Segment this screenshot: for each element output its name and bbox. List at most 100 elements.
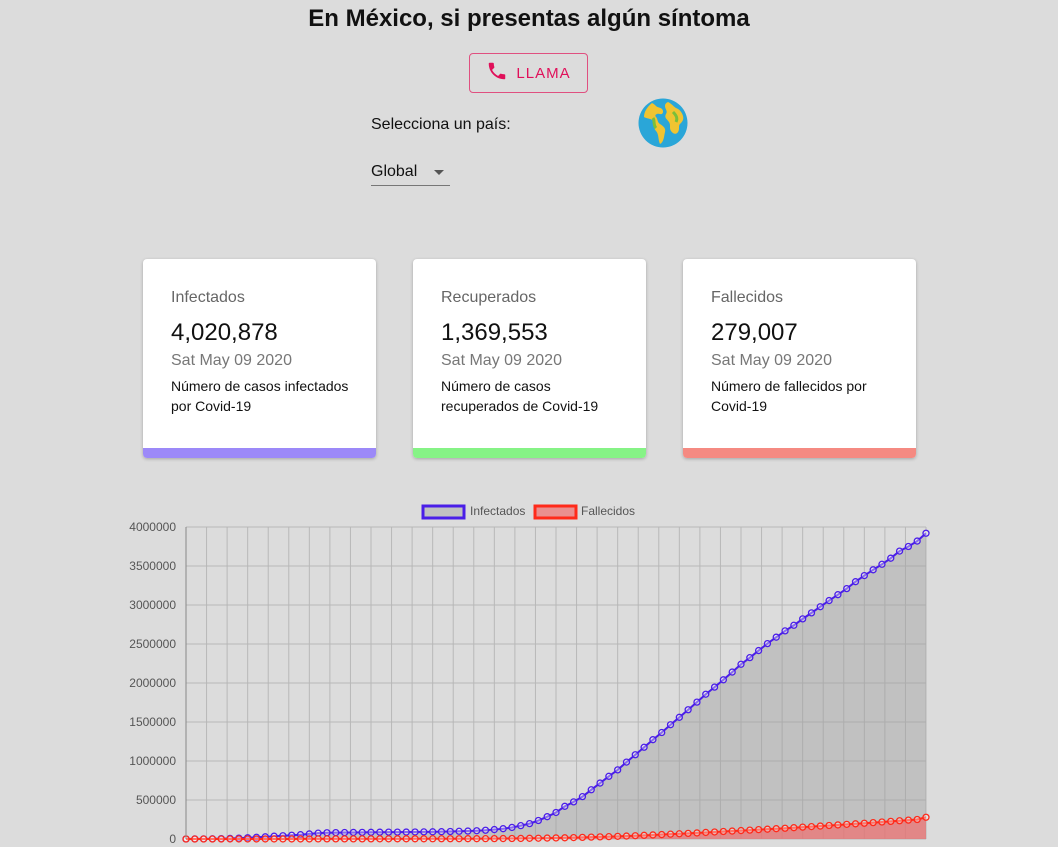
recovered-card: Recuperados 1,369,553 Sat May 09 2020 Nú… (413, 259, 646, 458)
data-point (517, 822, 525, 830)
data-point (191, 835, 199, 843)
data-point (895, 547, 904, 555)
data-point (710, 828, 719, 836)
data-point (464, 835, 472, 843)
data-point (314, 835, 322, 843)
data-point (314, 829, 322, 837)
data-point (834, 821, 842, 829)
y-tick-label: 2500000 (129, 637, 176, 651)
data-point (790, 621, 798, 629)
data-point (869, 566, 877, 574)
card-date: Sat May 09 2020 (711, 352, 832, 369)
data-point (411, 828, 419, 836)
data-point (746, 826, 754, 834)
data-point (332, 828, 340, 837)
data-point (429, 835, 437, 843)
data-point (737, 660, 745, 668)
data-point (569, 798, 578, 806)
data-point (605, 772, 613, 780)
call-button-label: LLAMA (516, 64, 571, 82)
data-point (922, 813, 930, 821)
card-color-bar (683, 448, 916, 458)
card-label: Infectados (171, 289, 245, 306)
card-value: 279,007 (711, 319, 798, 346)
covid-line-chart: 4000000 3500000 3000000 2500000 2000000 15000… (129, 504, 930, 846)
deaths-card: Fallecidos 279,007 Sat May 09 2020 Númer… (683, 259, 916, 458)
call-button[interactable]: LLAMA (469, 53, 588, 93)
data-point (578, 792, 587, 801)
data-point (490, 825, 498, 834)
data-point (640, 743, 648, 751)
data-point (666, 721, 675, 729)
card-color-bar (413, 448, 646, 458)
data-point (869, 818, 877, 827)
data-point (807, 822, 816, 831)
data-point (437, 828, 446, 836)
data-point (649, 831, 657, 839)
data-point (296, 835, 305, 843)
data-point (754, 646, 763, 655)
data-point (596, 779, 604, 787)
data-point (658, 728, 666, 737)
data-point (666, 830, 675, 838)
data-point (860, 819, 868, 827)
data-point (825, 596, 833, 605)
data-point (226, 835, 234, 843)
data-point (508, 834, 516, 843)
data-point (217, 835, 225, 843)
y-tick-label: 2000000 (129, 676, 176, 690)
card-date: Sat May 09 2020 (171, 352, 292, 369)
data-point (799, 615, 807, 623)
card-label: Fallecidos (711, 289, 784, 306)
data-point (499, 834, 507, 843)
data-point (622, 758, 631, 766)
data-point (235, 835, 243, 843)
data-point (649, 736, 657, 744)
data-point (508, 823, 516, 832)
data-point (728, 668, 736, 676)
data-point (481, 826, 490, 834)
data-point (922, 529, 930, 537)
data-point (754, 825, 763, 834)
data-point (402, 835, 410, 843)
data-point (473, 827, 481, 835)
data-point (904, 816, 913, 824)
data-point (851, 578, 860, 586)
data-point (499, 825, 507, 833)
data-point (561, 834, 569, 842)
data-point (384, 835, 393, 843)
data-point (640, 831, 648, 839)
data-point (569, 833, 578, 842)
data-point (851, 820, 860, 828)
globe-icon (638, 98, 688, 148)
data-point (552, 834, 560, 842)
data-point (367, 828, 375, 836)
data-point (349, 828, 358, 837)
country-select-label: Selecciona un país: (371, 116, 511, 133)
data-point (763, 639, 772, 648)
data-point (517, 834, 525, 843)
legend-label: Infectados (470, 504, 525, 518)
y-tick-label: 3000000 (129, 598, 176, 612)
data-point (843, 820, 851, 828)
data-point (490, 834, 498, 843)
data-point (340, 835, 349, 843)
data-point (614, 832, 622, 841)
data-point (887, 554, 895, 562)
data-point (349, 835, 358, 843)
data-point (596, 833, 604, 841)
country-select[interactable]: Global (371, 160, 450, 186)
data-point (781, 824, 789, 832)
data-point (411, 835, 419, 843)
data-point (807, 609, 816, 617)
data-point (358, 828, 366, 837)
card-description: Número de fallecidos por Covid-19 (711, 378, 867, 414)
data-point (887, 817, 895, 826)
data-point (799, 823, 807, 831)
data-point (534, 816, 543, 825)
card-label: Recuperados (441, 289, 537, 306)
data-point (332, 835, 340, 843)
data-point (393, 835, 402, 843)
data-point (252, 835, 261, 843)
data-point (702, 690, 710, 698)
